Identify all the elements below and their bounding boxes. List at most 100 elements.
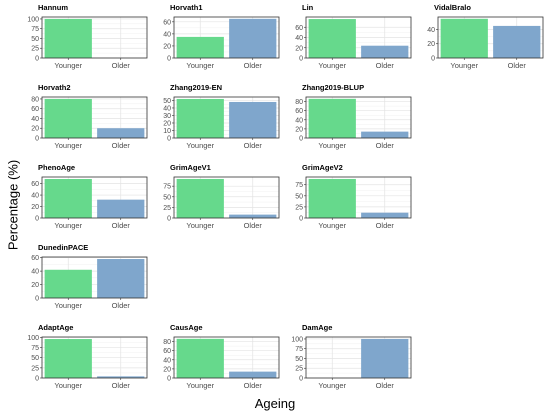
bar-younger [308, 178, 356, 218]
bar-older [97, 199, 145, 218]
facet-title: Zhang2019-EN [170, 83, 222, 92]
y-tick-label: 40 [31, 269, 39, 276]
y-tick-label: 0 [35, 296, 39, 303]
facet-phenoage: PhenoAge 0 20 40 60 Younger Older [31, 163, 148, 230]
y-tick-label: 0 [35, 136, 39, 143]
y-tick-label: 50 [31, 36, 39, 43]
facet-title: Lin [302, 3, 314, 12]
x-tick-label: Older [376, 61, 395, 70]
y-tick-label: 60 [31, 181, 39, 188]
x-tick-label: Older [376, 141, 395, 150]
bar-younger [44, 179, 92, 218]
facet-lin: Lin 0 20 40 60 Younger Older [295, 3, 412, 70]
y-tick-label: 25 [31, 46, 39, 53]
y-tick-label: 0 [299, 136, 303, 143]
facet-title: GrimAgeV2 [302, 163, 343, 172]
facet-title: PhenoAge [38, 163, 75, 172]
panel-border [173, 96, 280, 139]
y-tick-label: 25 [31, 365, 39, 372]
x-tick-label: Older [112, 61, 131, 70]
x-tick-label: Older [244, 141, 263, 150]
y-tick-label: 20 [31, 126, 39, 133]
x-tick-label: Older [244, 381, 263, 390]
y-tick-label: 40 [163, 105, 171, 112]
x-tick-label: Older [376, 381, 395, 390]
y-tick-label: 0 [167, 376, 171, 383]
y-tick-label: 20 [163, 43, 171, 50]
panel-border [41, 256, 148, 299]
panel-border [41, 96, 148, 139]
x-tick-label: Older [112, 221, 131, 230]
x-tick-label: Younger [450, 61, 478, 70]
y-tick-label: 0 [299, 56, 303, 63]
y-tick-label: 20 [427, 41, 435, 48]
facet-title: Hannum [38, 3, 68, 12]
panel-border [305, 336, 412, 379]
y-tick-label: 0 [167, 216, 171, 223]
x-tick-label: Younger [318, 141, 346, 150]
x-tick-label: Younger [54, 221, 82, 230]
y-tick-label: 0 [299, 376, 303, 383]
y-tick-label: 20 [163, 366, 171, 373]
y-tick-label: 0 [35, 376, 39, 383]
y-tick-label: 20 [31, 204, 39, 211]
y-tick-label: 40 [295, 35, 303, 42]
y-tick-label: 75 [295, 182, 303, 189]
facet-causage: CausAge 0 20 40 60 80 Younger Older [163, 323, 280, 390]
y-tick-label: 80 [163, 339, 171, 346]
y-tick-label: 0 [431, 56, 435, 63]
x-tick-label: Younger [54, 141, 82, 150]
y-tick-label: 40 [163, 357, 171, 364]
y-tick-label: 75 [163, 184, 171, 191]
facet-grimagev1: GrimAgeV1 0 25 50 75 Younger Older [163, 163, 280, 230]
y-tick-label: 25 [163, 205, 171, 212]
y-tick-label: 50 [295, 356, 303, 363]
x-tick-label: Younger [186, 141, 214, 150]
y-axis-title-wrap: Percentage (%) [3, 160, 23, 250]
facet-adaptage: AdaptAge 0 25 50 75 100 Younger Older [27, 323, 148, 390]
y-tick-label: 30 [163, 113, 171, 120]
panel-border [41, 16, 148, 59]
y-tick-label: 25 [295, 366, 303, 373]
facet-zhang2019-blup: Zhang2019-BLUP 0 20 40 60 80 Younger Older [295, 83, 412, 150]
x-tick-label: Younger [318, 381, 346, 390]
y-tick-label: 60 [163, 19, 171, 26]
y-axis-title: Percentage (%) [5, 159, 21, 251]
panel-border [437, 16, 544, 59]
bar-older [361, 45, 409, 58]
panel-border [305, 96, 412, 139]
y-tick-label: 50 [163, 98, 171, 105]
facet-horvath2: Horvath2 0 20 40 60 80 Younger Older [31, 83, 148, 150]
y-tick-label: 60 [31, 106, 39, 113]
facet-title: Horvath1 [170, 3, 203, 12]
y-tick-label: 40 [427, 27, 435, 34]
y-tick-label: 20 [295, 126, 303, 133]
x-tick-label: Older [112, 141, 131, 150]
x-tick-label: Younger [186, 381, 214, 390]
panel-border [41, 176, 148, 219]
y-tick-label: 75 [31, 26, 39, 33]
y-tick-label: 40 [31, 193, 39, 200]
bar-older [361, 338, 409, 378]
facet-horvath1: Horvath1 0 20 40 60 Younger Older [163, 3, 280, 70]
bar-younger [176, 178, 224, 218]
bar-older [493, 25, 541, 58]
y-tick-label: 0 [167, 56, 171, 63]
bar-older [229, 371, 277, 378]
y-tick-label: 75 [31, 345, 39, 352]
y-tick-label: 10 [163, 128, 171, 135]
bar-younger [308, 98, 356, 138]
bar-younger [44, 269, 92, 298]
y-tick-label: 40 [295, 117, 303, 124]
bar-younger [44, 339, 92, 378]
panel-border [173, 176, 280, 219]
facet-dunedinpace: DunedinPACE 0 20 40 60 Younger Older [31, 243, 148, 310]
bar-older [97, 259, 145, 298]
bar-younger [176, 36, 224, 58]
facet-title: AdaptAge [38, 323, 73, 332]
bar-younger [308, 19, 356, 58]
y-tick-label: 20 [163, 120, 171, 127]
x-tick-label: Younger [54, 301, 82, 310]
y-tick-label: 50 [163, 194, 171, 201]
